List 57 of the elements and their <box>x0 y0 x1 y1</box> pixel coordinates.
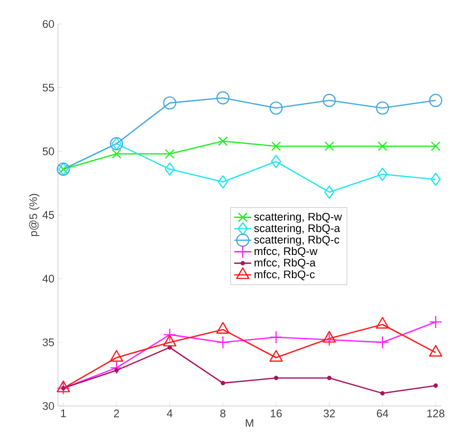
legend-label: mfcc, RbQ-c <box>254 270 315 280</box>
x-axis-title: M <box>246 419 254 427</box>
x-tick-label: 128 <box>427 410 444 418</box>
y-tick-label: 60 <box>42 20 54 28</box>
point <box>220 380 226 386</box>
y-tick-label: 35 <box>42 338 54 346</box>
point <box>164 162 175 176</box>
point <box>376 336 390 349</box>
point <box>322 94 336 107</box>
x-tick-label: 16 <box>270 410 282 418</box>
point <box>216 91 230 104</box>
point <box>164 149 175 159</box>
point <box>430 141 441 152</box>
legend-label: scattering, RbQ-c <box>254 236 340 246</box>
legend-label: mfcc, RbQ-w <box>254 246 318 258</box>
point <box>377 168 388 181</box>
point <box>110 361 124 374</box>
point <box>430 172 441 186</box>
x-tick-label: 64 <box>376 410 388 418</box>
point <box>114 368 119 373</box>
x-tick-label: 2 <box>114 410 120 418</box>
y-tick-label: 55 <box>42 84 54 92</box>
legend-label: scattering, RbQ-w <box>254 212 342 223</box>
point <box>56 382 70 395</box>
legend-label: mfcc, RbQ-a <box>254 258 316 268</box>
y-tick-label: 30 <box>42 402 54 410</box>
point <box>218 175 228 188</box>
point <box>61 386 66 390</box>
point <box>327 376 332 380</box>
point <box>163 96 176 110</box>
point <box>380 391 385 396</box>
point <box>429 94 442 107</box>
point <box>112 149 122 159</box>
point <box>163 328 176 342</box>
point <box>218 136 228 146</box>
point <box>324 185 334 199</box>
point <box>270 154 282 168</box>
point <box>269 330 283 344</box>
point <box>429 315 442 329</box>
y-tick-label: 45 <box>42 211 54 219</box>
y-axis-title: p@5 (%) <box>29 194 40 236</box>
point <box>216 336 230 349</box>
y-tick-label: 40 <box>42 274 54 283</box>
point <box>274 376 278 380</box>
x-tick-label: 1 <box>61 410 66 418</box>
x-tick-label: 8 <box>220 410 226 418</box>
point <box>271 141 281 152</box>
point <box>269 101 283 115</box>
point <box>433 383 438 388</box>
point <box>322 333 336 346</box>
y-tick-label: 50 <box>42 147 54 156</box>
point <box>324 141 334 152</box>
point <box>376 101 390 115</box>
legend-label: scattering, RbQ-a <box>254 224 340 234</box>
x-tick-label: 32 <box>324 410 335 418</box>
point <box>378 141 388 152</box>
x-tick-label: 4 <box>166 410 172 418</box>
